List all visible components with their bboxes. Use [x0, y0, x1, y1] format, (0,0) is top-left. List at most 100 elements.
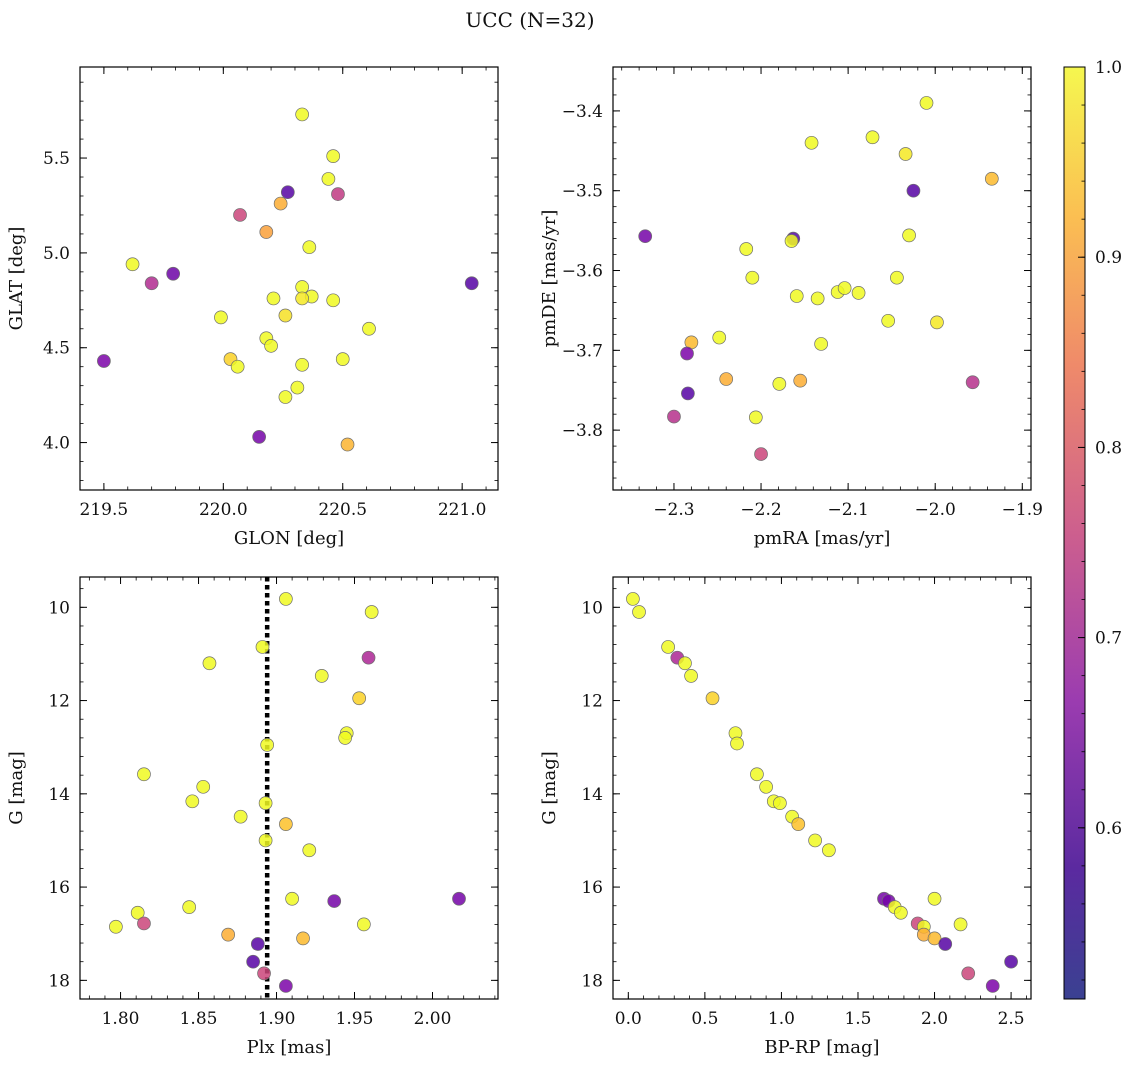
data-point [678, 656, 692, 671]
data-point [258, 796, 273, 811]
data-point [930, 315, 944, 330]
x-axis-label: Plx [mas] [247, 1037, 332, 1058]
data-point [259, 225, 274, 239]
data-point [326, 149, 341, 164]
data-point [953, 917, 968, 932]
colorbar-tick-label: 0.6 [1095, 819, 1122, 839]
x-tick-label: 220.0 [199, 500, 248, 520]
data-point [357, 917, 371, 932]
data-point [278, 390, 293, 404]
data-point [661, 640, 675, 654]
y-axis-label: pmDE [mas/yr] [539, 210, 560, 348]
data-point [295, 357, 309, 372]
data-point [810, 291, 825, 306]
colorbar-ticks: 0.6 0.7 0.8 0.9 1.0 [1078, 58, 1122, 981]
data-point [667, 409, 681, 424]
data-point [739, 242, 754, 256]
data-point [793, 373, 808, 388]
data-point [340, 437, 355, 452]
data-point [109, 919, 123, 934]
x-tick-label: 1.5 [844, 1009, 871, 1029]
x-axis-label: GLON [deg] [234, 528, 344, 549]
data-point [246, 954, 260, 969]
data-point [772, 377, 787, 391]
data-point [712, 330, 727, 345]
data-point [965, 375, 980, 390]
data-point [804, 135, 819, 150]
colorbar-tick-label: 0.7 [1095, 629, 1122, 649]
x-tick-label: 219.5 [80, 500, 129, 520]
data-point [250, 937, 265, 951]
data-point [279, 592, 293, 606]
x-tick-label: 0.5 [691, 1009, 718, 1029]
x-tick-label: 1.80 [102, 1009, 140, 1029]
data-point [626, 592, 640, 606]
x-tick-label: −2.2 [740, 500, 781, 520]
y-axis-label: G [mag] [6, 751, 27, 824]
data-point [632, 605, 646, 619]
data-point [125, 257, 140, 272]
data-point [221, 927, 236, 942]
data-point [759, 779, 773, 794]
data-point [260, 738, 275, 752]
data-point [906, 183, 921, 198]
data-point [233, 208, 247, 222]
data-point [257, 966, 271, 981]
x-tick-label: 221.0 [438, 500, 487, 520]
data-point [851, 286, 866, 300]
plot-area: −2.3 −2.2 −2.1 −2.0 −1.9 −3.8 −3.7 −3.6 −3.5 −3.4 [562, 66, 1043, 520]
y-tick-label: 10 [48, 598, 70, 618]
data-point [719, 372, 734, 386]
data-point [881, 313, 896, 328]
data-point [890, 270, 904, 285]
data-point [730, 736, 744, 751]
data-point [285, 891, 299, 906]
colorbar-gradient [1063, 66, 1086, 1000]
x-tick-label: 1.0 [768, 1009, 795, 1029]
data-point [266, 291, 281, 306]
data-point [278, 308, 293, 323]
plot-area: 0.0 0.5 1.0 1.5 2.0 2.5 10 12 14 16 18 [581, 576, 1032, 1029]
panel-pmra-pmde: −2.3 −2.2 −2.1 −2.0 −1.9 −3.8 −3.7 −3.6 −3.5 −3.4… [539, 66, 1043, 549]
x-tick-label: 1.95 [336, 1009, 374, 1029]
x-tick-label: 2.0 [921, 1009, 948, 1029]
data-point [302, 240, 317, 255]
axes-frame [79, 576, 499, 1000]
data-point [985, 979, 1000, 993]
panel-plx-g: 1.80 1.85 1.90 1.95 2.00 10 12 14 16 18 Plx [mas]… [6, 576, 499, 1058]
y-tick-label: 4.5 [43, 339, 70, 359]
x-axis-label: BP-RP [mag] [764, 1037, 879, 1058]
panel-glon-glat: 219.5 220.0 220.5 221.0 4.0 4.5 5.0 5.5 GLON [d… [6, 66, 499, 549]
data-point [773, 796, 787, 811]
plot-area: 219.5 220.0 220.5 221.0 4.0 4.5 5.0 5.5 [43, 66, 499, 520]
data-point [902, 228, 916, 243]
data-point [321, 172, 336, 186]
data-point [961, 966, 976, 981]
data-point [230, 359, 245, 374]
y-tick-label: −3.8 [562, 421, 603, 441]
y-tick-label: 4.0 [43, 434, 70, 454]
data-point [754, 447, 768, 461]
data-point [705, 691, 720, 706]
y-tick-label: 5.5 [43, 149, 70, 169]
data-point [302, 843, 317, 858]
x-tick-label: 1.90 [258, 1009, 296, 1029]
data-point [938, 937, 953, 951]
y-tick-label: 5.0 [43, 244, 70, 264]
data-point [681, 386, 695, 401]
data-point [750, 767, 764, 782]
data-point [279, 817, 293, 831]
data-point [791, 817, 806, 831]
data-point [894, 905, 908, 920]
data-point [137, 916, 151, 931]
data-point [865, 130, 880, 145]
data-point [137, 767, 151, 782]
data-point [166, 266, 181, 281]
data-point [279, 979, 293, 993]
data-point [919, 96, 934, 110]
y-tick-label: −3.6 [562, 262, 603, 282]
data-point [684, 669, 698, 683]
data-point [638, 229, 653, 244]
data-point [745, 270, 760, 285]
data-point [364, 605, 379, 619]
